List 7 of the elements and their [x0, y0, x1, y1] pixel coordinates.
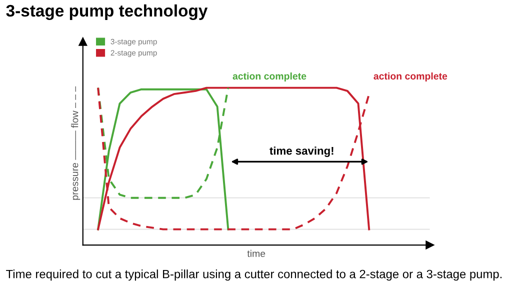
x-axis-title: time — [247, 250, 266, 258]
chart-title: 3-stage pump technology — [6, 4, 208, 20]
y-axis-title: pressure ——— flow – – – — [71, 86, 80, 200]
annotation: time saving! — [270, 146, 334, 157]
text: action complete — [374, 72, 448, 82]
text: Time required to cut a typical B-pillar using a cutter connected to a 2-stage or a 3-stage pump. — [6, 270, 502, 281]
text: action complete — [232, 72, 306, 82]
